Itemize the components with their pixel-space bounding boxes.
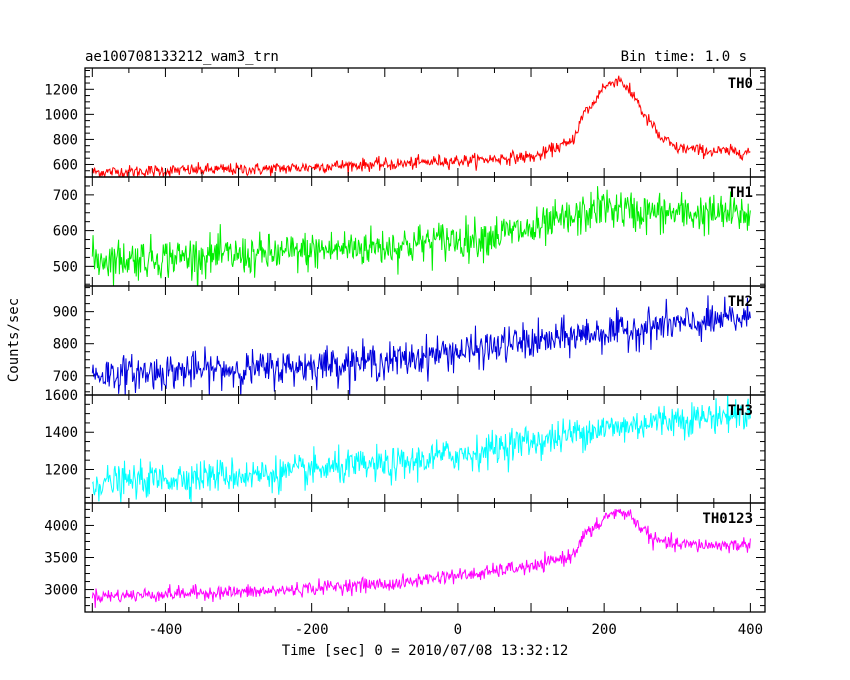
x-axis-label: Time [sec] 0 = 2010/07/08 13:32:12	[282, 643, 569, 659]
y-axis-label: Counts/sec	[6, 298, 22, 382]
panel-label: TH3	[728, 403, 753, 419]
y-tick-label: 1400	[44, 425, 78, 441]
series-line-th3	[91, 395, 751, 503]
y-tick-label: 3000	[44, 583, 78, 599]
series-line-th1	[91, 186, 751, 286]
x-tick-label: -400	[149, 622, 183, 638]
x-tick-label: 0	[454, 622, 462, 638]
series-line-th0123	[91, 508, 751, 608]
y-tick-label: 600	[53, 224, 78, 240]
x-axis: -400 -200 0 200 400	[149, 622, 763, 638]
x-tick-label: 400	[738, 622, 763, 638]
series-line-th2	[91, 295, 751, 395]
y-tick-label: 1200	[44, 462, 78, 478]
panel-label: TH0	[728, 76, 753, 92]
panel-th0: 600 800 1000 1200 TH0	[44, 67, 766, 178]
y-tick-label: 1600	[44, 388, 78, 404]
y-tick-label: 500	[53, 259, 78, 275]
panel-label: TH1	[728, 185, 753, 201]
panel-label: TH2	[728, 294, 753, 310]
panel-th1: 500 600 700 TH1	[53, 176, 766, 287]
panels-group: 600 800 1000 1200 TH0 500 600 700 TH1 700 800 900 TH…	[44, 67, 766, 613]
panel-label: TH0123	[702, 511, 753, 527]
panel-th3: 1200 1400 1600 TH3	[44, 388, 766, 504]
chart-title: ae100708133212_wam3_trn	[85, 49, 279, 65]
y-tick-label: 600	[53, 157, 78, 173]
y-tick-label: 700	[53, 369, 78, 385]
y-tick-label: 3500	[44, 551, 78, 567]
panel-frame	[84, 285, 766, 396]
y-tick-label: 1200	[44, 82, 78, 98]
y-tick-label: 800	[53, 337, 78, 353]
y-tick-label: 4000	[44, 518, 78, 534]
x-tick-label: -200	[295, 622, 329, 638]
y-tick-label: 900	[53, 305, 78, 321]
y-tick-label: 800	[53, 132, 78, 148]
y-tick-label: 700	[53, 188, 78, 204]
bin-time-label: Bin time: 1.0 s	[621, 49, 747, 65]
panel-th0123: 3000 3500 4000 TH0123	[44, 502, 766, 613]
y-tick-label: 1000	[44, 107, 78, 123]
panel-th2: 700 800 900 TH2	[53, 285, 766, 396]
x-tick-label: 200	[591, 622, 616, 638]
series-line-th0	[91, 75, 751, 177]
